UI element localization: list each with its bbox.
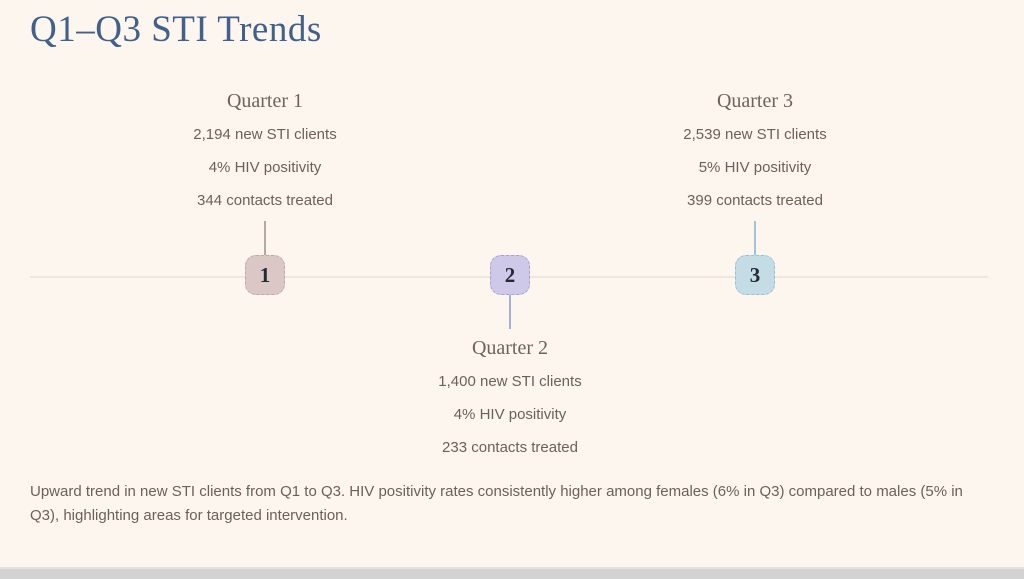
quarter-1-card: Quarter 1 2,194 new STI clients 4% HIV p… xyxy=(115,90,415,225)
page-title: Q1–Q3 STI Trends xyxy=(30,9,322,50)
quarter-2-connector-line xyxy=(509,295,511,329)
quarter-1-badge: 1 xyxy=(245,255,285,295)
quarter-1-heading: Quarter 1 xyxy=(226,90,304,112)
quarter-2-stat-positivity: 4% HIV positivity xyxy=(453,406,567,423)
quarter-3-connector-line xyxy=(754,221,756,255)
quarter-2-marker: 2 xyxy=(489,255,531,329)
quarter-1-connector-line xyxy=(264,221,266,255)
quarter-3-stat-contacts: 399 contacts treated xyxy=(687,192,823,209)
quarter-3-marker: 3 xyxy=(734,221,776,295)
quarter-3-stat-clients: 2,539 new STI clients xyxy=(683,126,827,143)
quarter-2-heading: Quarter 2 xyxy=(471,337,549,359)
quarter-2-stat-contacts: 233 contacts treated xyxy=(442,439,578,456)
quarter-3-card: Quarter 3 2,539 new STI clients 5% HIV p… xyxy=(605,90,905,225)
quarter-1-stat-contacts: 344 contacts treated xyxy=(197,192,333,209)
quarter-1-stat-clients: 2,194 new STI clients xyxy=(193,126,337,143)
window-bottom-edge xyxy=(0,567,1024,579)
quarter-3-stat-positivity: 5% HIV positivity xyxy=(698,159,812,176)
quarter-1-marker: 1 xyxy=(244,221,286,295)
summary-text: Upward trend in new STI clients from Q1 … xyxy=(30,483,963,524)
quarter-2-badge: 2 xyxy=(490,255,530,295)
quarter-3-heading: Quarter 3 xyxy=(716,90,794,112)
quarter-1-stat-positivity: 4% HIV positivity xyxy=(208,159,322,176)
quarter-2-card: Quarter 2 1,400 new STI clients 4% HIV p… xyxy=(360,337,660,472)
quarter-3-badge: 3 xyxy=(735,255,775,295)
quarter-2-stat-clients: 1,400 new STI clients xyxy=(438,373,582,390)
